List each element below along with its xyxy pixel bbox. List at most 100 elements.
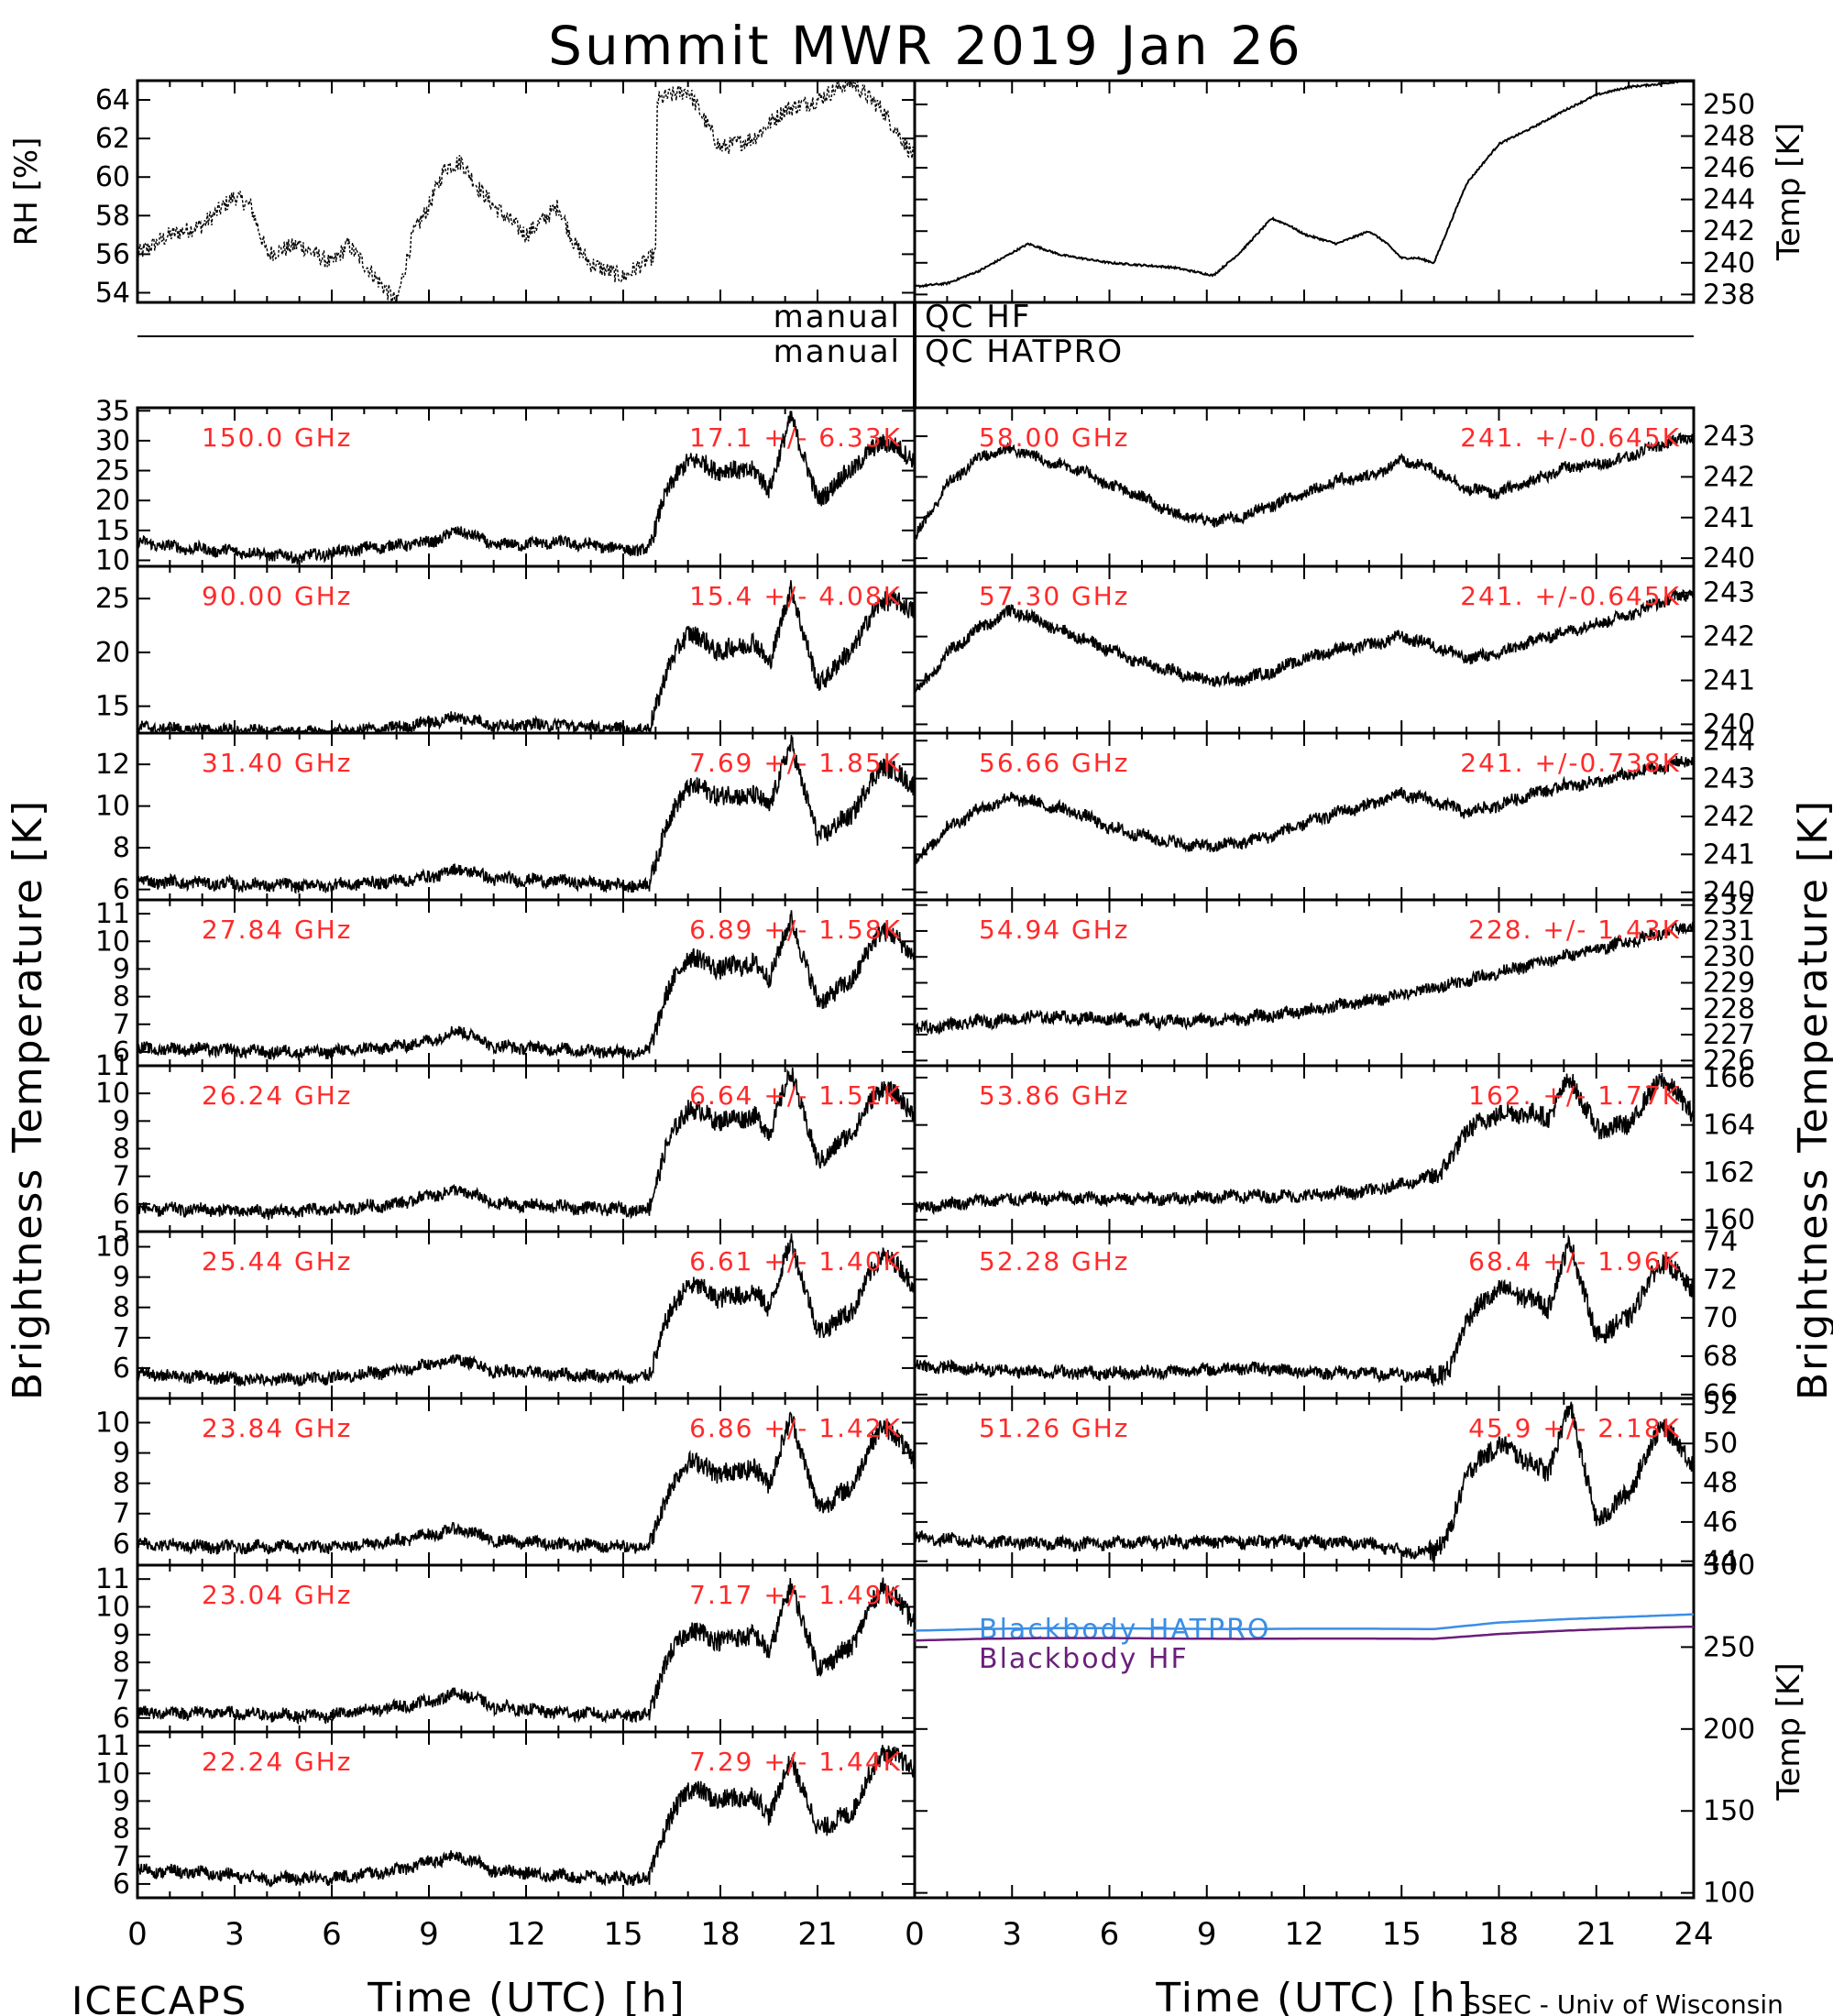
y-tick-label: 54: [95, 277, 130, 309]
x-tick-label: 15: [1382, 1916, 1421, 1953]
y-tick-label: 8: [113, 1292, 130, 1324]
y-tick-label: 227: [1703, 1019, 1755, 1051]
y-tick-label: 246: [1703, 152, 1755, 184]
x-tick-label: 12: [506, 1916, 545, 1953]
y-tick-label: 160: [1703, 1204, 1755, 1236]
left-y-axis-title: Brightness Temperature [K]: [5, 799, 51, 1400]
y-tick-label: 10: [95, 1407, 130, 1439]
series-line-0: [914, 1613, 1695, 1632]
y-tick-label: 241: [1703, 665, 1755, 697]
y-tick-label: 6: [113, 1528, 130, 1561]
mean-std-label: 7.69 +/- 1.85K: [689, 748, 902, 778]
y-tick-label: 9: [113, 953, 130, 985]
y-tick-label: 7: [113, 1841, 130, 1873]
y-tick-label: 7: [113, 1675, 130, 1707]
y-tick-label: 30: [95, 425, 130, 457]
y-tick-label: 240: [1703, 247, 1755, 279]
y-tick-label: 6: [113, 1868, 130, 1901]
y-tick-label: 226: [1703, 1045, 1755, 1077]
series-trace-c5800: [914, 431, 1695, 541]
y-tick-label: 243: [1703, 421, 1755, 453]
chart-title: Summit MWR 2019 Jan 26: [548, 15, 1303, 77]
y-tick-label: 8: [113, 832, 130, 864]
y-tick-label: 20: [95, 637, 130, 669]
panel-c5800: 240 241 242 243 58.00 GHz 241. +/-0.645K: [913, 406, 1755, 575]
y-tick-label: 241: [1703, 502, 1755, 534]
y-tick-label: 58: [95, 200, 130, 232]
qc-hatpro-label-right: QC HATPRO: [925, 334, 1124, 370]
panel-blackbody: 100 150 200 250 300 Blackbody HATPROBlackbody…: [913, 1550, 1807, 1910]
y-tick-label: 231: [1703, 915, 1755, 948]
y-tick-label: 72: [1703, 1264, 1738, 1296]
series-trace-c5666: [914, 756, 1695, 870]
y-tick-label: 50: [1703, 1428, 1738, 1460]
y-tick-label: 74: [1703, 1225, 1738, 1257]
frequency-label: 90.00 GHz: [202, 581, 353, 611]
y-tick-label: 248: [1703, 121, 1755, 153]
y-tick-label: 238: [1703, 279, 1755, 311]
y-axis-title-temp: Temp [K]: [1771, 123, 1807, 261]
frequency-label: 31.40 GHz: [202, 748, 353, 778]
x-tick-label: 21: [1576, 1916, 1616, 1953]
y-tick-label: 11: [95, 1050, 130, 1082]
y-tick-label: 200: [1703, 1714, 1755, 1746]
footer-ssec: SSEC - Univ of Wisconsin: [1465, 1989, 1784, 2016]
frequency-label: 23.84 GHz: [202, 1413, 353, 1443]
y-tick-label: 243: [1703, 763, 1755, 795]
y-tick-label: 8: [113, 1813, 130, 1846]
legend-entry: Blackbody HF: [979, 1643, 1189, 1675]
series-trace-c2224: [137, 1745, 916, 1888]
frequency-label: 53.86 GHz: [979, 1080, 1130, 1111]
y-tick-label: 10: [95, 544, 130, 576]
legend-entry: Blackbody HATPRO: [979, 1614, 1271, 1646]
qc-hf-label-left: manual: [774, 299, 901, 335]
panel-c5386: 160 162 164 166 53.86 GHz 162. +/- 1.77K: [913, 1062, 1755, 1236]
x-tick-label: 12: [1284, 1916, 1323, 1953]
mean-std-label: 6.61 +/- 1.40K: [689, 1246, 902, 1276]
y-tick-label: 242: [1703, 621, 1755, 653]
x-tick-label: 9: [1197, 1916, 1217, 1953]
frequency-label: 150.0 GHz: [202, 422, 353, 453]
mean-std-label: 45.9 +/- 2.18K: [1468, 1413, 1681, 1443]
mean-std-label: 241. +/-0.645K: [1460, 422, 1681, 453]
mean-std-label: 6.89 +/- 1.58K: [689, 915, 902, 945]
y-tick-label: 8: [113, 1468, 130, 1500]
x-tick-label: 6: [1100, 1916, 1120, 1953]
y-tick-label: 232: [1703, 890, 1755, 922]
y-tick-label: 8: [113, 1134, 130, 1166]
x-axis-title-left: Time (UTC) [h]: [367, 1975, 686, 2016]
y-tick-label: 44: [1703, 1546, 1738, 1578]
x-tick-label: 24: [1674, 1916, 1713, 1953]
y-tick-label: 10: [95, 1592, 130, 1624]
mean-std-label: 6.86 +/- 1.42K: [689, 1413, 902, 1443]
y-tick-label: 68: [1703, 1341, 1738, 1373]
mean-std-label: 6.64 +/- 1.51K: [689, 1080, 902, 1111]
y-tick-label: 10: [95, 791, 130, 823]
x-tick-label: 0: [905, 1916, 925, 1953]
y-tick-label: 20: [95, 485, 130, 517]
series-trace-c5494: [914, 921, 1695, 1035]
y-tick-label: 7: [113, 1498, 130, 1530]
frequency-label: 26.24 GHz: [202, 1080, 353, 1111]
y-tick-label: 228: [1703, 993, 1755, 1025]
y-tick-label: 6: [113, 1703, 130, 1735]
y-tick-label: 250: [1703, 1631, 1755, 1663]
series-trace-c150: [137, 411, 916, 565]
y-tick-label: 150: [1703, 1795, 1755, 1827]
qc-hatpro-label-left: manual: [774, 334, 901, 370]
y-tick-label: 7: [113, 1009, 130, 1041]
y-tick-label: 10: [95, 1078, 130, 1110]
series-trace-c5386: [914, 1072, 1695, 1215]
x-tick-label: 6: [322, 1916, 342, 1953]
y-tick-label: 12: [95, 749, 130, 781]
series-trace-c5126: [914, 1401, 1695, 1562]
panel-c90: 15 20 25 90.00 GHz 15.4 +/- 4.08K: [95, 564, 916, 735]
panel-rh: 54 56 58 60 62 64 RH [%]: [8, 79, 916, 309]
series-trace-c90: [137, 580, 916, 734]
